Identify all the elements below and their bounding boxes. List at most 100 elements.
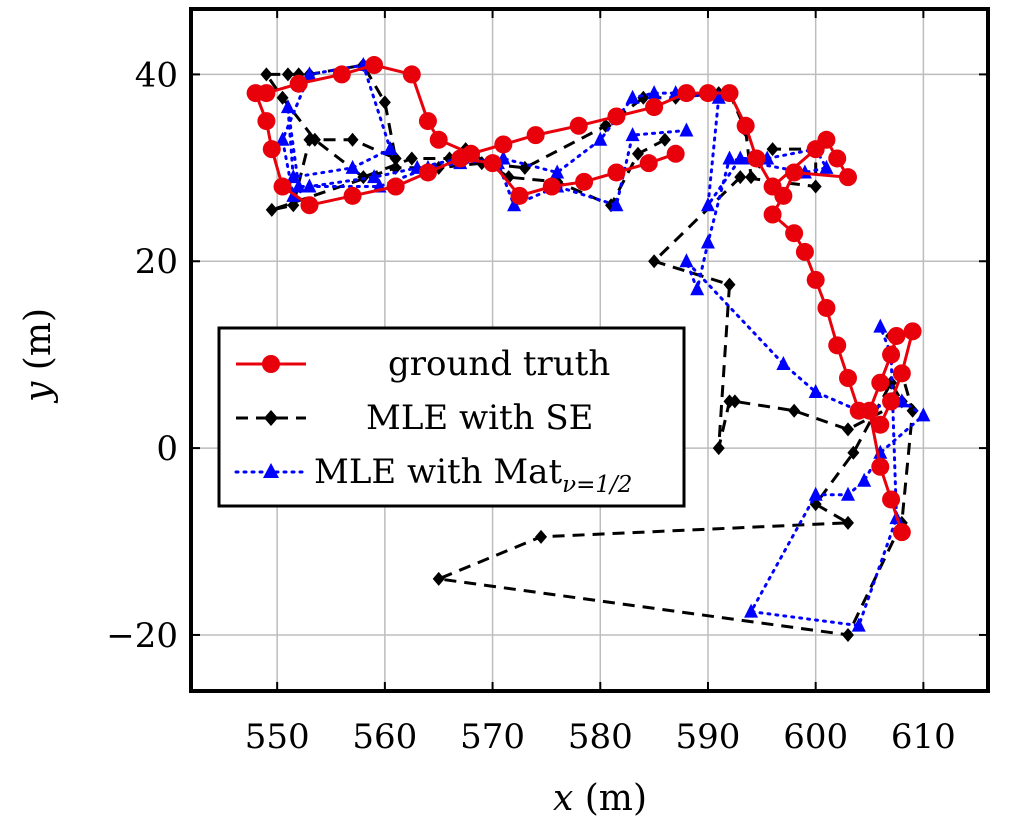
- data-point-ground-truth: [882, 490, 901, 509]
- data-point-mle-se: [712, 441, 725, 456]
- data-point-mle-mat: [733, 150, 748, 165]
- data-point-ground-truth: [698, 84, 717, 103]
- data-point-mle-se: [841, 422, 854, 437]
- data-point-ground-truth: [736, 116, 755, 135]
- data-point-mle-se: [389, 160, 402, 175]
- data-point-ground-truth: [871, 415, 890, 434]
- data-point-ground-truth: [402, 65, 421, 84]
- data-point-mle-se: [658, 132, 671, 147]
- legend-marker-mle-se: [264, 410, 278, 426]
- data-point-ground-truth: [418, 163, 437, 182]
- data-point-mle-mat: [776, 356, 791, 371]
- data-point-mle-mat: [851, 617, 866, 632]
- x-tick-label: 600: [783, 717, 848, 757]
- legend-item-mle-mat: MLE with Matν=1/2: [234, 452, 632, 498]
- data-point-ground-truth: [806, 270, 825, 289]
- data-point-mle-se: [276, 90, 289, 105]
- data-point-ground-truth: [882, 392, 901, 411]
- data-point-ground-truth: [892, 364, 911, 383]
- data-point-mle-mat: [507, 197, 522, 212]
- data-point-mle-se: [734, 170, 747, 185]
- data-point-mle-mat: [690, 281, 705, 296]
- y-tick-label: 20: [135, 242, 178, 282]
- data-point-ground-truth: [677, 84, 696, 103]
- data-point-mle-mat: [345, 159, 360, 174]
- data-point-mle-mat: [679, 122, 694, 137]
- data-point-ground-truth: [569, 116, 588, 135]
- data-point-mle-se: [432, 571, 445, 586]
- legend-item-mle-se: MLE with SE: [236, 398, 593, 438]
- data-point-ground-truth: [838, 168, 857, 187]
- data-point-mle-mat: [302, 178, 317, 193]
- x-tick-label: 580: [568, 717, 633, 757]
- data-point-ground-truth: [494, 135, 513, 154]
- data-point-mle-mat: [711, 89, 726, 104]
- series-ground-truth: [246, 56, 922, 542]
- data-point-ground-truth: [343, 186, 362, 205]
- data-point-ground-truth: [785, 163, 804, 182]
- plot-frame: [189, 7, 990, 693]
- data-point-mle-se: [809, 179, 822, 194]
- data-point-ground-truth: [575, 172, 594, 191]
- data-point-ground-truth: [462, 144, 481, 163]
- legend-marker-mle-mat: [263, 463, 279, 478]
- data-point-ground-truth: [483, 154, 502, 173]
- data-point-mle-se: [357, 170, 370, 185]
- series-line-mle-mat: [281, 63, 925, 628]
- data-point-ground-truth: [542, 177, 561, 196]
- data-point-mle-mat: [808, 486, 823, 501]
- data-point-ground-truth: [300, 196, 319, 215]
- y-tick-label: −20: [106, 616, 178, 656]
- data-point-mle-mat: [280, 99, 295, 114]
- data-point-mle-mat: [700, 234, 715, 249]
- data-point-ground-truth: [871, 457, 890, 476]
- data-point-mle-mat: [367, 169, 382, 184]
- data-point-mle-mat: [625, 89, 640, 104]
- legend-label-mle-mat-main: MLE with Mat: [314, 452, 562, 492]
- axis-ticks: 550 560 570 580 590 600 610 −20 0 20 40: [106, 9, 988, 757]
- data-point-mle-mat: [679, 253, 694, 268]
- data-point-ground-truth: [607, 163, 626, 182]
- data-point-ground-truth: [429, 130, 448, 149]
- data-point-mle-se: [346, 132, 359, 147]
- data-point-ground-truth: [795, 242, 814, 261]
- data-point-ground-truth: [785, 224, 804, 243]
- data-point-ground-truth: [526, 126, 545, 145]
- data-point-ground-truth: [289, 74, 308, 93]
- data-point-ground-truth: [817, 130, 836, 149]
- data-point-mle-se: [723, 277, 736, 292]
- data-point-ground-truth: [817, 298, 836, 317]
- data-point-mle-se: [405, 151, 418, 166]
- data-point-mle-mat: [302, 66, 317, 81]
- data-point-mle-mat: [744, 603, 759, 618]
- data-point-mle-se: [631, 146, 644, 161]
- y-axis-variable: y: [18, 381, 59, 404]
- data-point-mle-mat: [593, 131, 608, 146]
- legend-label-mle-mat-subscript: ν=1/2: [562, 472, 632, 498]
- data-point-ground-truth: [887, 326, 906, 345]
- data-point-mle-mat: [383, 141, 398, 156]
- data-point-mle-se: [535, 529, 548, 544]
- data-point-ground-truth: [747, 149, 766, 168]
- data-point-mle-se: [648, 254, 661, 269]
- data-point-ground-truth: [418, 112, 437, 131]
- data-point-mle-mat: [840, 486, 855, 501]
- x-axis-label: x (m): [553, 778, 647, 819]
- data-point-mle-se: [745, 170, 758, 185]
- data-point-mle-se: [788, 403, 801, 418]
- data-point-ground-truth: [273, 177, 292, 196]
- data-point-ground-truth: [666, 144, 685, 163]
- legend-marker-ground-truth: [262, 355, 280, 373]
- data-point-mle-se: [260, 67, 273, 82]
- x-tick-label: 570: [460, 717, 525, 757]
- data-point-mle-mat: [722, 150, 737, 165]
- data-point-mle-mat: [550, 164, 565, 179]
- legend: ground truth MLE with SE MLE with Matν=1…: [217, 326, 686, 508]
- data-point-ground-truth: [838, 369, 857, 388]
- data-point-mle-mat: [916, 407, 931, 422]
- data-point-mle-mat: [275, 131, 290, 146]
- x-tick-label: 610: [891, 717, 956, 757]
- data-point-mle-mat: [819, 159, 834, 174]
- data-point-mle-mat: [857, 472, 872, 487]
